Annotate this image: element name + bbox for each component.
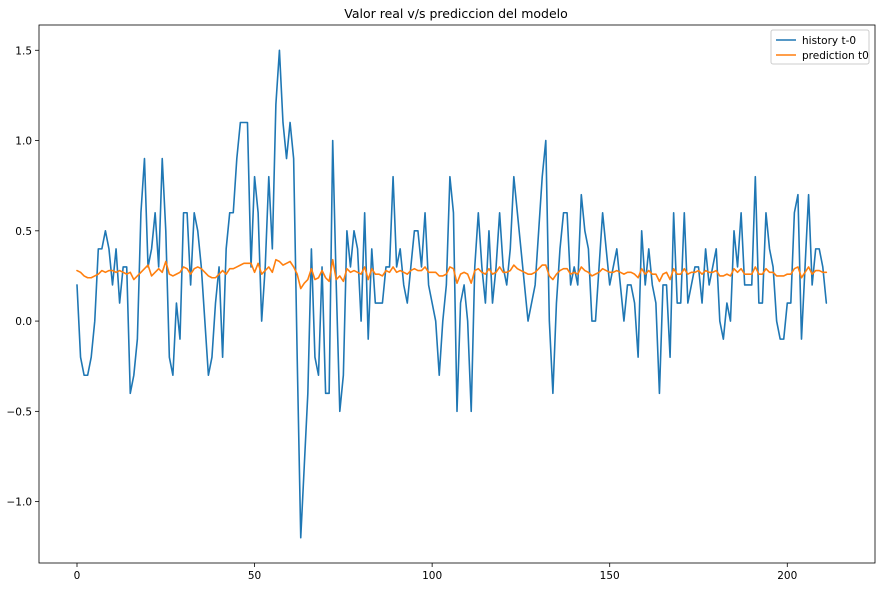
x-tick-label: 150 <box>600 570 620 582</box>
y-tick-label: 0.5 <box>15 226 32 238</box>
x-tick-label: 200 <box>777 570 797 582</box>
plot-frame <box>38 24 876 564</box>
y-tick-label: 1.5 <box>15 45 32 57</box>
chart-title: Valor real v/s prediccion del modelo <box>344 6 568 21</box>
legend-label-1: prediction t0 <box>802 50 869 62</box>
legend-label-0: history t-0 <box>802 35 856 47</box>
x-tick-label: 50 <box>248 570 261 582</box>
legend: history t-0 prediction t0 <box>770 29 870 65</box>
y-tick-label: −1.0 <box>7 497 33 509</box>
y-tick-label: 0.0 <box>15 316 32 328</box>
y-tick-label: 1.0 <box>15 136 32 148</box>
x-tick-label: 100 <box>422 570 442 582</box>
series-line-1 <box>76 258 828 290</box>
series-layer <box>76 49 828 539</box>
x-tick-label: 0 <box>74 570 81 582</box>
plot-area <box>39 25 875 563</box>
series-line-0 <box>76 49 828 539</box>
y-tick-label: −0.5 <box>7 406 33 418</box>
axis-ticks: 0 50 100 150 200 −1.0 −0.5 0.0 0.5 1.0 1.5 <box>7 45 798 582</box>
